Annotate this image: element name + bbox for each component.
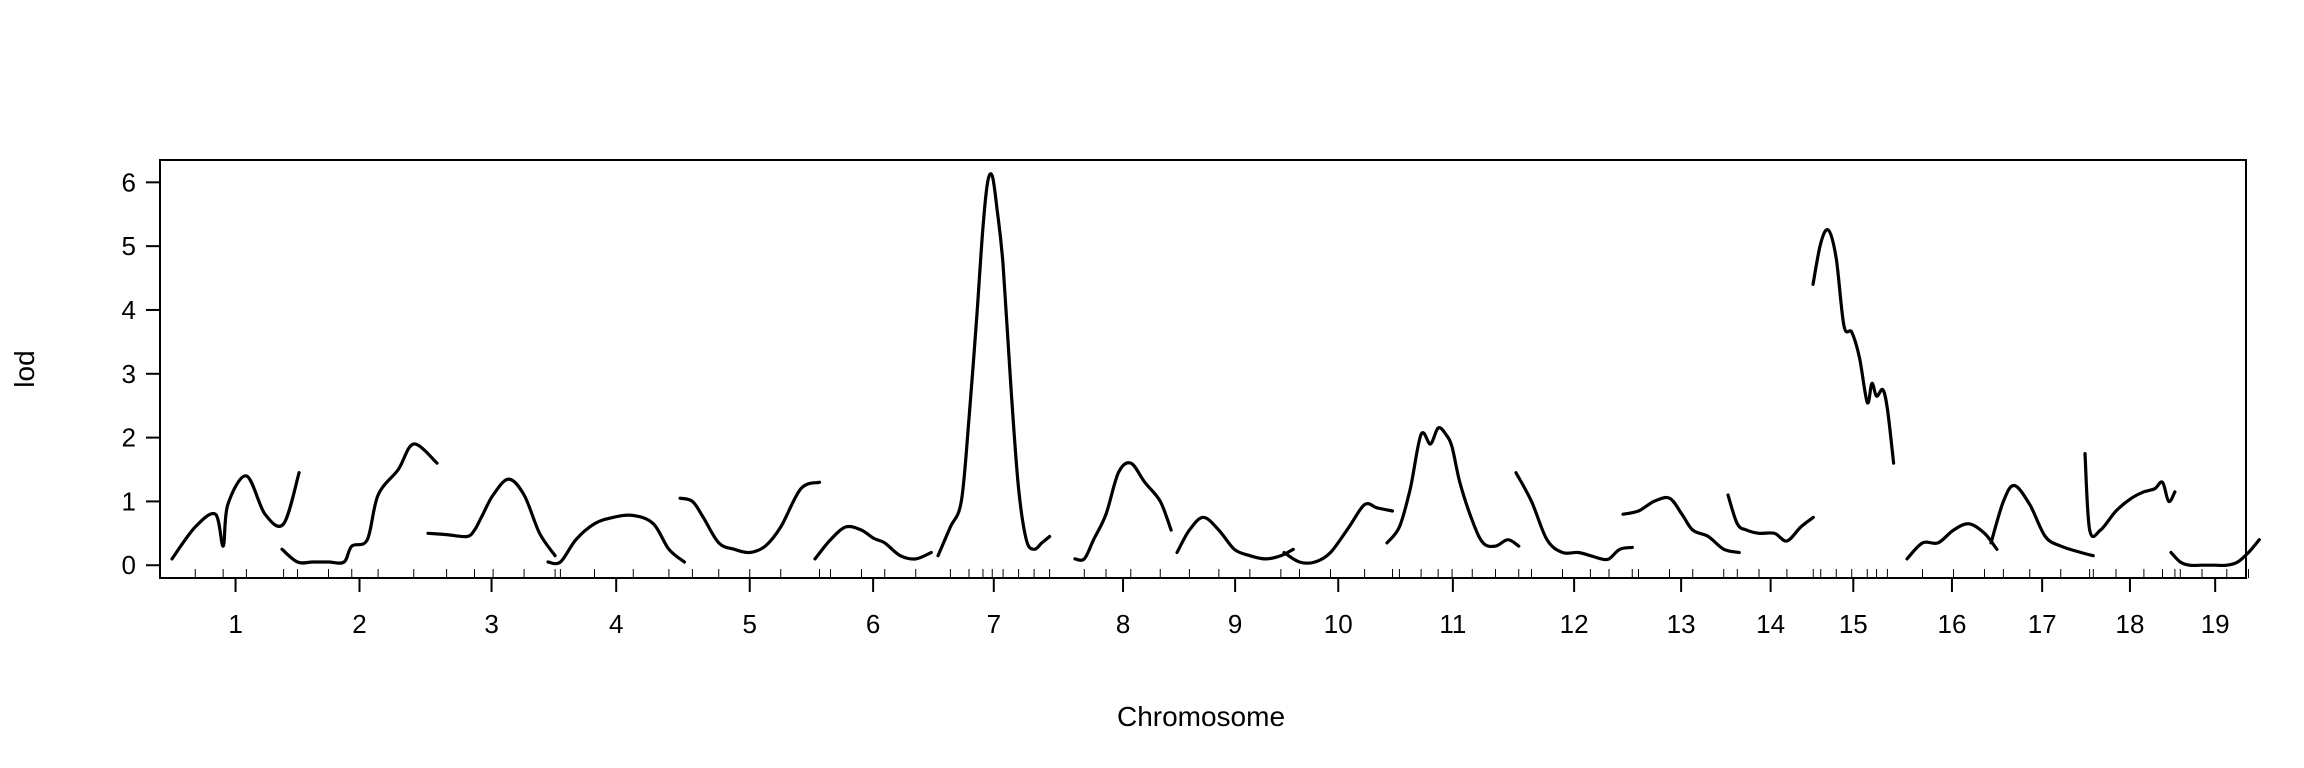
x-tick-label: 2 <box>352 609 366 639</box>
x-tick-label: 19 <box>2201 609 2230 639</box>
x-tick-label: 9 <box>1228 609 1242 639</box>
lod-curve-chr-17 <box>1989 483 2095 558</box>
lod-curve-chr-19 <box>2169 538 2261 568</box>
lod-curve-chr-4 <box>546 513 686 566</box>
lod-curve-chr-13 <box>1621 495 1741 555</box>
lod-curve-chr-6 <box>813 524 933 561</box>
y-tick-label: 5 <box>122 231 136 261</box>
x-tick-label: 1 <box>228 609 242 639</box>
x-tick-label: 4 <box>609 609 623 639</box>
x-tick-label: 7 <box>987 609 1001 639</box>
x-tick-label: 8 <box>1116 609 1130 639</box>
lod-curve-chr-1 <box>170 471 301 561</box>
x-tick-label: 16 <box>1937 609 1966 639</box>
y-tick-label: 2 <box>122 423 136 453</box>
x-tick-label: 18 <box>2115 609 2144 639</box>
lod-curve-chr-15 <box>1811 228 1896 465</box>
x-tick-label: 15 <box>1839 609 1868 639</box>
y-axis-label: lod <box>9 350 40 387</box>
x-tick-label: 6 <box>866 609 880 639</box>
x-tick-label: 10 <box>1324 609 1353 639</box>
marker-rug <box>194 569 2249 578</box>
lod-curve-chr-8 <box>1073 461 1173 562</box>
x-tick-label: 14 <box>1756 609 1785 639</box>
x-axis: 1 2 3 4 5 6 7 8 9 10 11 12 13 14 15 16 17 18 19 <box>228 578 2230 639</box>
x-tick-label: 13 <box>1667 609 1696 639</box>
lod-curve-chr-9 <box>1175 515 1295 561</box>
lod-curve-chr-12 <box>1514 471 1634 562</box>
x-axis-label: Chromosome <box>1117 701 1285 732</box>
lod-curves <box>170 172 2261 568</box>
lod-curve-chr-11 <box>1385 426 1521 549</box>
lod-curve-chr-14 <box>1726 493 1815 543</box>
x-tick-label: 12 <box>1560 609 1589 639</box>
y-tick-label: 0 <box>122 550 136 580</box>
y-tick-label: 3 <box>122 359 136 389</box>
x-tick-label: 5 <box>743 609 757 639</box>
x-tick-label: 11 <box>1439 609 1466 639</box>
lod-curve-chr-16 <box>1905 522 1999 561</box>
y-axis: 0 1 2 3 4 5 6 <box>122 167 160 580</box>
y-tick-label: 1 <box>122 486 136 516</box>
lod-curve-chr-18 <box>2083 452 2177 539</box>
lod-curve-chr-3 <box>426 477 557 558</box>
y-tick-label: 4 <box>122 295 136 325</box>
plot-frame <box>159 159 2247 579</box>
lod-curve-chr-2 <box>280 442 439 565</box>
lod-curve-chr-7 <box>936 172 1052 558</box>
x-tick-label: 3 <box>484 609 498 639</box>
lod-curve-chr-5 <box>678 480 822 555</box>
x-tick-label: 17 <box>2028 609 2057 639</box>
y-tick-label: 6 <box>122 167 136 197</box>
lod-curve-chr-10 <box>1282 502 1395 565</box>
